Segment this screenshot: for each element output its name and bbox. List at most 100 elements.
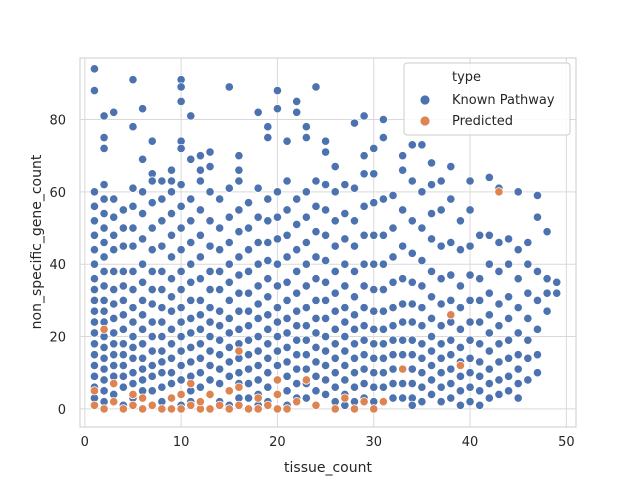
known-pathway-point — [89, 259, 100, 269]
known-pathway-point — [532, 324, 543, 334]
known-pathway-point — [205, 147, 215, 157]
known-pathway-point — [147, 223, 157, 233]
known-pathway-point — [186, 216, 196, 226]
known-pathway-point — [166, 274, 177, 284]
predicted-point — [369, 404, 379, 414]
known-pathway-point — [176, 317, 186, 327]
known-pathway-point — [99, 180, 109, 190]
known-pathway-point — [349, 183, 360, 193]
predicted-point — [243, 404, 254, 414]
known-pathway-point — [301, 364, 311, 374]
predicted-point — [272, 389, 283, 400]
known-pathway-point — [513, 274, 523, 284]
known-pathway-point — [301, 350, 311, 360]
known-pathway-point — [292, 364, 302, 374]
known-pathway-point — [388, 223, 398, 233]
known-pathway-point — [349, 310, 360, 320]
y-tick-label: 40 — [49, 258, 66, 273]
known-pathway-point — [272, 104, 283, 114]
known-pathway-point — [436, 299, 446, 309]
known-pathway-point — [330, 324, 340, 334]
y-tick-label: 80 — [49, 114, 66, 129]
x-tick-label: 20 — [269, 435, 286, 450]
known-pathway-point — [484, 288, 494, 298]
known-pathway-point — [128, 342, 138, 353]
known-pathway-point — [465, 397, 475, 407]
known-pathway-point — [494, 237, 504, 248]
known-pathway-point — [340, 317, 350, 327]
known-pathway-point — [118, 310, 128, 320]
known-pathway-point — [320, 255, 331, 266]
known-pathway-point — [349, 339, 360, 349]
known-pathway-point — [186, 277, 196, 287]
known-pathway-point — [99, 143, 109, 154]
known-pathway-point — [349, 353, 360, 363]
known-pathway-point — [455, 216, 466, 226]
known-pathway-point — [494, 375, 504, 385]
known-pathway-point — [330, 187, 340, 197]
known-pathway-point — [224, 82, 234, 92]
known-pathway-point — [89, 350, 100, 360]
known-pathway-point — [157, 216, 167, 226]
x-axis-label: tissue_count — [284, 460, 372, 476]
known-pathway-point — [311, 357, 321, 367]
known-pathway-point — [359, 259, 369, 269]
known-pathway-point — [138, 339, 148, 349]
known-pathway-point — [186, 111, 196, 121]
known-pathway-point — [320, 375, 331, 385]
known-pathway-point — [513, 393, 523, 403]
known-pathway-point — [417, 339, 427, 349]
known-pathway-point — [388, 303, 398, 313]
known-pathway-point — [532, 368, 543, 378]
known-pathway-point — [89, 339, 100, 349]
known-pathway-point — [426, 389, 437, 400]
legend-marker-known-pathway — [419, 94, 431, 106]
known-pathway-point — [330, 288, 340, 298]
known-pathway-point — [320, 389, 331, 400]
known-pathway-point — [292, 194, 302, 204]
known-pathway-point — [311, 371, 321, 381]
known-pathway-point — [195, 339, 205, 349]
predicted-point — [234, 400, 244, 410]
known-pathway-point — [138, 208, 148, 219]
known-pathway-point — [157, 357, 167, 367]
known-pathway-point — [311, 313, 321, 324]
known-pathway-point — [369, 169, 379, 179]
known-pathway-point — [147, 176, 157, 186]
known-pathway-point — [186, 194, 196, 204]
known-pathway-point — [320, 230, 331, 240]
known-pathway-point — [455, 324, 466, 334]
known-pathway-point — [272, 187, 283, 197]
known-pathway-point — [407, 350, 417, 360]
known-pathway-point — [388, 364, 398, 374]
known-pathway-point — [176, 331, 186, 342]
known-pathway-point — [118, 281, 128, 291]
known-pathway-point — [484, 230, 494, 240]
predicted-point — [253, 393, 263, 403]
known-pathway-point — [118, 295, 128, 305]
known-pathway-point — [494, 339, 504, 349]
predicted-point — [157, 404, 167, 414]
known-pathway-point — [407, 277, 417, 287]
known-pathway-point — [359, 201, 369, 211]
known-pathway-point — [109, 313, 119, 324]
known-pathway-point — [157, 241, 167, 251]
known-pathway-point — [349, 266, 360, 277]
known-pathway-point — [513, 303, 523, 313]
known-pathway-point — [455, 281, 466, 291]
known-pathway-point — [263, 255, 273, 266]
known-pathway-point — [99, 342, 109, 353]
known-pathway-point — [455, 400, 466, 410]
predicted-point — [186, 378, 196, 389]
known-pathway-point — [417, 140, 427, 150]
known-pathway-point — [205, 331, 215, 342]
known-pathway-point — [128, 331, 138, 342]
known-pathway-point — [176, 245, 186, 255]
known-pathway-point — [349, 292, 360, 302]
known-pathway-point — [542, 288, 552, 298]
known-pathway-point — [407, 400, 417, 410]
known-pathway-point — [455, 371, 466, 381]
known-pathway-point — [359, 169, 369, 179]
